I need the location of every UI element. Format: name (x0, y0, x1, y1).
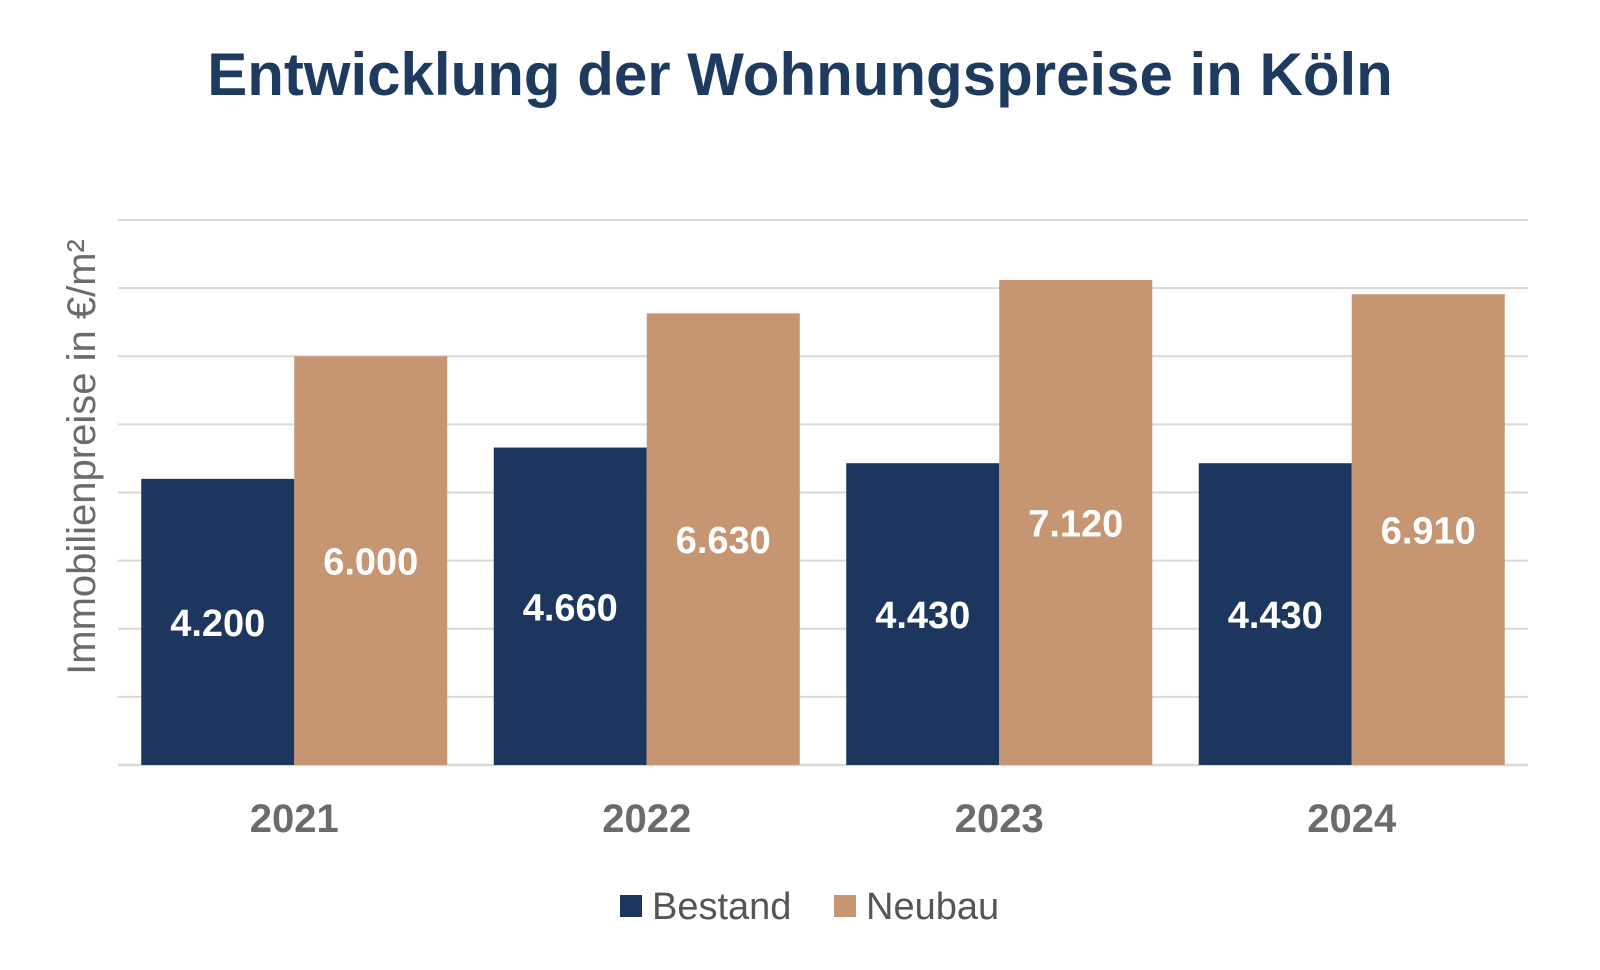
data-label-neubau-2023: 7.120 (1028, 503, 1123, 545)
bar-neubau-2024 (1351, 294, 1505, 765)
bar-bestand-2022 (493, 447, 647, 765)
y-axis-label: Immobilienpreise in €/m² (60, 239, 104, 675)
bar-bestand-2024 (1198, 463, 1352, 765)
legend-label-bestand: Bestand (652, 886, 791, 928)
bar-neubau-2021 (294, 356, 448, 765)
data-labels: 4.200 6.000 4.660 6.630 4.430 7.120 4.430 6.910 (170, 503, 1476, 644)
legend: Bestand Neubau (620, 886, 999, 928)
data-label-neubau-2021: 6.000 (323, 542, 418, 584)
bar-neubau-2023 (999, 279, 1153, 765)
bar-bestand-2023 (846, 463, 1000, 765)
x-tick-label: 2021 (250, 797, 339, 841)
data-label-neubau-2022: 6.630 (676, 520, 771, 562)
data-label-neubau-2024: 6.910 (1381, 511, 1476, 553)
bar-bestand-2021 (141, 478, 295, 765)
x-tick-label: 2024 (1307, 797, 1397, 841)
data-label-bestand-2022: 4.660 (523, 587, 618, 629)
bars (141, 279, 1505, 765)
data-label-bestand-2024: 4.430 (1228, 595, 1323, 637)
legend-label-neubau: Neubau (866, 886, 999, 928)
legend-swatch-neubau (834, 895, 856, 917)
data-label-bestand-2021: 4.200 (170, 603, 265, 645)
x-tick-label: 2022 (602, 797, 691, 841)
legend-swatch-bestand (620, 895, 642, 917)
x-tick-label: 2023 (955, 797, 1044, 841)
data-label-bestand-2023: 4.430 (875, 595, 970, 637)
x-axis-ticks: 2021 2022 2023 2024 (250, 797, 1397, 841)
chart-title: Entwicklung der Wohnungspreise in Köln (207, 41, 1393, 108)
bar-neubau-2022 (646, 313, 800, 765)
